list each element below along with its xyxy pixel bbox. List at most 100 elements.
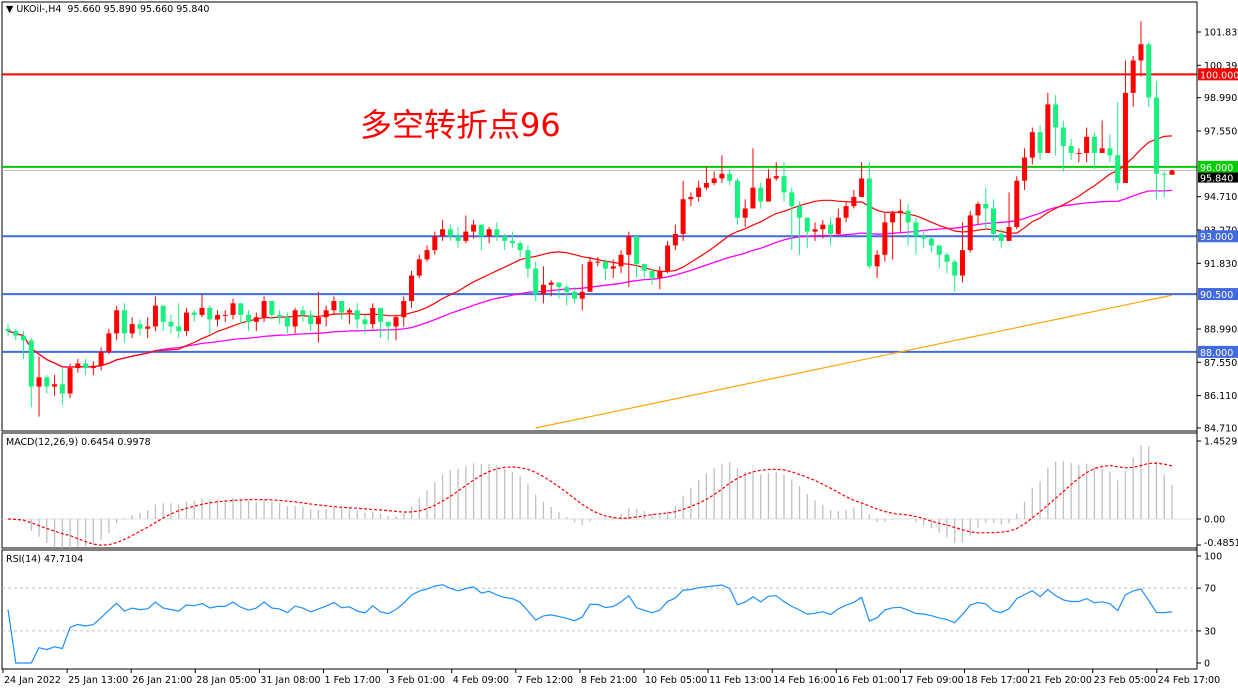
price-pane[interactable] xyxy=(2,21,1197,429)
candle-body xyxy=(804,217,810,232)
candle xyxy=(447,224,453,241)
candle xyxy=(540,266,546,304)
candle-body xyxy=(595,261,601,263)
candle xyxy=(913,217,919,255)
candle xyxy=(83,358,89,376)
candle-body xyxy=(409,275,415,302)
price-tick-label: 86.110 xyxy=(1204,391,1237,402)
candle xyxy=(463,215,469,244)
candle xyxy=(1068,139,1074,160)
candle xyxy=(944,252,950,274)
macd-tick-label: 1.4529 xyxy=(1204,437,1237,448)
candle-body xyxy=(1122,92,1128,184)
candle xyxy=(548,280,554,297)
candle xyxy=(975,201,981,225)
candle xyxy=(416,254,422,278)
candle-body xyxy=(199,307,205,315)
macd-pane[interactable] xyxy=(2,445,1197,551)
candle-body xyxy=(90,365,96,369)
candle-body xyxy=(1045,104,1051,153)
candle-body xyxy=(533,268,539,295)
triangle-down-icon[interactable]: ▼ xyxy=(6,4,17,15)
candle xyxy=(688,192,694,207)
candle xyxy=(315,291,321,343)
candle-body xyxy=(1115,155,1121,184)
candle-body xyxy=(928,238,934,246)
candle xyxy=(137,319,143,336)
chart-header[interactable]: ▼ UKOil-,H4 95.660 95.890 95.660 95.840 xyxy=(6,4,209,15)
candle-body xyxy=(1053,104,1059,128)
candle-body xyxy=(377,307,383,322)
time-tick-label: 1 Feb 17:00 xyxy=(325,675,381,686)
macd-tick-label: -0.4851 xyxy=(1204,538,1238,549)
candle xyxy=(1091,132,1097,170)
candle-body xyxy=(657,270,663,278)
time-tick-label: 4 Feb 09:00 xyxy=(453,675,509,686)
level-price-label: 93.000 xyxy=(1200,232,1233,243)
candle xyxy=(253,312,259,332)
rsi-label: RSI(14) 47.7104 xyxy=(6,554,84,565)
time-tick-label: 23 Feb 05:00 xyxy=(1094,675,1156,686)
level-price-tag xyxy=(1198,230,1238,243)
candle-body xyxy=(587,261,593,292)
candle xyxy=(1130,55,1136,107)
candle-body xyxy=(789,192,795,207)
candle-body xyxy=(1130,60,1136,93)
candle xyxy=(401,296,407,327)
time-tick-label: 31 Jan 08:00 xyxy=(260,675,320,686)
candle xyxy=(1053,95,1059,156)
candle xyxy=(1153,81,1159,200)
candle-body xyxy=(222,314,228,316)
candle xyxy=(75,358,81,373)
candle-body xyxy=(339,301,345,313)
candle xyxy=(52,375,58,396)
candle-body xyxy=(781,176,787,193)
candle xyxy=(222,310,228,322)
candle xyxy=(734,178,740,225)
candle-body xyxy=(463,231,469,241)
rsi-pane[interactable] xyxy=(2,584,1197,664)
candle-body xyxy=(1161,173,1167,175)
candle-body xyxy=(300,310,306,315)
candle xyxy=(59,368,65,406)
candle-body xyxy=(959,250,965,276)
candle-body xyxy=(385,321,391,327)
candle-body xyxy=(649,270,655,278)
candle-body xyxy=(828,224,834,234)
candle-body xyxy=(269,301,275,315)
price-tick-label: 101.830 xyxy=(1204,28,1238,39)
candle xyxy=(905,203,911,246)
candle xyxy=(230,298,236,320)
candle xyxy=(191,310,197,322)
candle-body xyxy=(191,312,197,315)
candle-body xyxy=(835,217,841,234)
candle xyxy=(595,257,601,267)
candle-body xyxy=(773,176,779,179)
candle-body xyxy=(913,222,919,237)
candle-body xyxy=(843,206,849,218)
candle-body xyxy=(168,321,174,327)
candle xyxy=(354,303,360,329)
level-price-label: 88.000 xyxy=(1200,348,1233,359)
candle xyxy=(486,226,492,244)
candle-body xyxy=(494,229,500,237)
candle xyxy=(665,240,671,274)
macd-signal-line xyxy=(7,462,1173,546)
candle xyxy=(215,310,221,327)
candle-body xyxy=(145,326,151,329)
candle xyxy=(176,303,182,339)
candle-body xyxy=(525,250,531,269)
candle xyxy=(129,317,135,339)
candle-body xyxy=(665,245,671,271)
candle-body xyxy=(967,215,973,251)
candle-body xyxy=(121,310,127,334)
candle xyxy=(152,296,158,332)
candle xyxy=(797,201,803,255)
candle-body xyxy=(160,305,166,322)
candle-body xyxy=(432,236,438,251)
candle xyxy=(1084,127,1090,163)
candle xyxy=(1014,176,1020,230)
candle xyxy=(742,199,748,227)
candle xyxy=(300,305,306,322)
